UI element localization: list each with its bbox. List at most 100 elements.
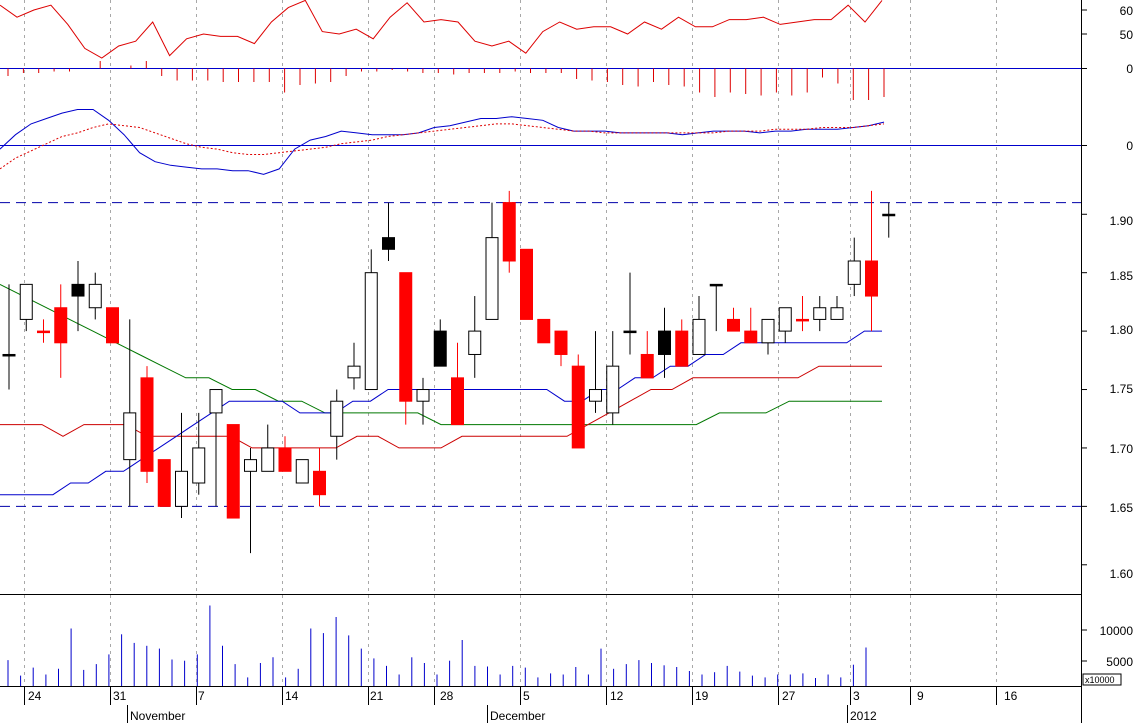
candle-body-2011-11-02 <box>140 377 154 472</box>
volume-panel: 10000 5000 x10000 <box>7 605 1134 686</box>
oscillator-tick-60: 60 <box>1120 4 1134 18</box>
candle-body-2011-12-29 <box>830 307 844 320</box>
candle-body-2012-01-05 <box>882 213 896 217</box>
x-tick-19: 19 <box>695 689 709 703</box>
histogram-tick-0: 0 <box>1126 62 1133 76</box>
volume-tick-5000: 5000 <box>1106 655 1133 669</box>
month-label-december: December <box>490 709 545 723</box>
candle-body-2011-12-13 <box>640 353 654 379</box>
volume-unit-box <box>1082 673 1122 686</box>
candle-body-2011-12-12 <box>623 330 637 334</box>
moving-average-green <box>0 283 882 426</box>
candle-body-2011-10-25 <box>37 330 50 334</box>
histogram-panel: 0 <box>0 61 1133 100</box>
candle-body-2011-11-22 <box>382 237 395 250</box>
month-label-2012: 2012 <box>850 709 877 723</box>
candle-body-2011-11-18 <box>347 365 361 379</box>
candle-body-2011-12-22 <box>761 318 775 344</box>
x-tick-24: 24 <box>28 689 42 703</box>
month-label-november: November <box>130 709 185 723</box>
oscillator-line <box>0 0 883 59</box>
price-tick-1-90: 1.90 <box>1110 214 1134 228</box>
x-tick-16: 16 <box>1004 689 1018 703</box>
x-tick-14: 14 <box>285 689 299 703</box>
candle-body-2011-10-24 <box>19 283 33 320</box>
candle-body-2011-11-08 <box>209 389 223 414</box>
candle-body-2011-10-31 <box>106 307 119 344</box>
panel-separators <box>0 0 1082 723</box>
weekly-gridlines <box>24 0 997 705</box>
candle-body-2011-12-21 <box>744 330 758 344</box>
candle-body-2011-11-30 <box>485 237 499 320</box>
candle-body-2011-12-08 <box>589 389 602 402</box>
volume-bars <box>7 605 867 686</box>
candle-body-2011-12-01 <box>502 202 516 262</box>
x-tick-28: 28 <box>440 689 454 703</box>
candle-body-2011-12-14 <box>658 330 671 355</box>
candle-body-2011-11-04 <box>175 470 188 507</box>
candle-body-2011-12-23 <box>778 307 792 332</box>
candle-body-2011-12-02 <box>520 248 533 320</box>
candle-body-2011-11-11 <box>261 447 275 472</box>
candle-body-2011-11-14 <box>278 447 292 472</box>
candle-body-2011-12-19 <box>709 283 723 287</box>
x-tick-9: 9 <box>917 689 924 703</box>
x-axis-day-ticks <box>24 687 997 705</box>
candle-body-2011-11-09 <box>226 424 240 519</box>
candle-body-2011-10-28 <box>88 283 102 309</box>
candle-body-2011-11-17 <box>330 400 344 437</box>
candle-body-2011-12-06 <box>554 330 568 355</box>
candle-body-2012-01-04 <box>865 260 878 297</box>
candle-body-2011-10-27 <box>71 283 85 297</box>
histogram-bars <box>7 61 885 100</box>
candle-body-2011-11-25 <box>433 330 447 367</box>
candle-body-2011-11-15 <box>295 459 309 484</box>
price-axis: 1.90 1.85 1.80 1.75 1.70 1.65 1.60 <box>1081 213 1134 581</box>
x-tick-27: 27 <box>782 689 796 703</box>
candle-body-2011-11-23 <box>399 272 413 402</box>
price-panel: 1.90 1.85 1.80 1.75 1.70 1.65 1.60 <box>0 190 1134 581</box>
candle-body-2011-11-16 <box>313 470 326 496</box>
candle-body-2011-10-26 <box>54 307 68 344</box>
candle-body-2011-12-27 <box>796 318 809 322</box>
macd-tick-0: 0 <box>1126 139 1133 153</box>
x-axis: 24 31 7 14 21 28 5 12 19 27 3 9 16 Novem… <box>24 687 1018 723</box>
candle-body-2011-11-03 <box>157 459 171 507</box>
candle-body-2011-11-24 <box>416 389 430 402</box>
price-tick-1-80: 1.80 <box>1110 323 1134 337</box>
x-tick-5: 5 <box>523 689 530 703</box>
x-tick-7: 7 <box>198 689 205 703</box>
macd-line <box>0 109 885 175</box>
candle-body-2011-11-07 <box>192 447 206 484</box>
price-tick-1-60: 1.60 <box>1110 567 1134 581</box>
candle-body-2011-11-10 <box>244 459 257 472</box>
volume-unit-label: x10000 <box>1085 675 1115 685</box>
price-tick-1-65: 1.65 <box>1110 501 1134 515</box>
candle-body-2011-12-16 <box>692 318 706 355</box>
candle-body-2011-11-01 <box>123 412 137 461</box>
price-tick-1-75: 1.75 <box>1110 382 1134 396</box>
candle-body-2011-12-15 <box>675 330 689 367</box>
candle-body-2011-12-05 <box>537 318 551 344</box>
candle-body-2011-11-29 <box>468 330 482 355</box>
oscillator-panel: 60 50 <box>0 0 1133 59</box>
candle-body-2011-12-28 <box>813 307 827 320</box>
oscillator-axis: 60 50 <box>1081 4 1133 42</box>
price-tick-1-70: 1.70 <box>1110 442 1134 456</box>
candle-body-2011-12-20 <box>727 318 740 332</box>
candles <box>2 190 896 554</box>
candle-body-2011-11-28 <box>451 377 464 426</box>
x-tick-31: 31 <box>113 689 127 703</box>
x-tick-12: 12 <box>610 689 624 703</box>
macd-signal-line <box>0 123 885 170</box>
candle-body-2011-11-21 <box>364 272 378 391</box>
macd-panel: 0 <box>0 109 1133 175</box>
candle-body-2011-12-09 <box>606 365 620 414</box>
x-tick-3: 3 <box>853 689 860 703</box>
candle-body-2011-12-07 <box>571 365 585 449</box>
candle-body-2012-01-03 <box>847 260 861 285</box>
oscillator-tick-50: 50 <box>1120 28 1134 42</box>
volume-tick-10000: 10000 <box>1100 624 1134 638</box>
candle-body-2011-10-21 <box>2 353 16 357</box>
